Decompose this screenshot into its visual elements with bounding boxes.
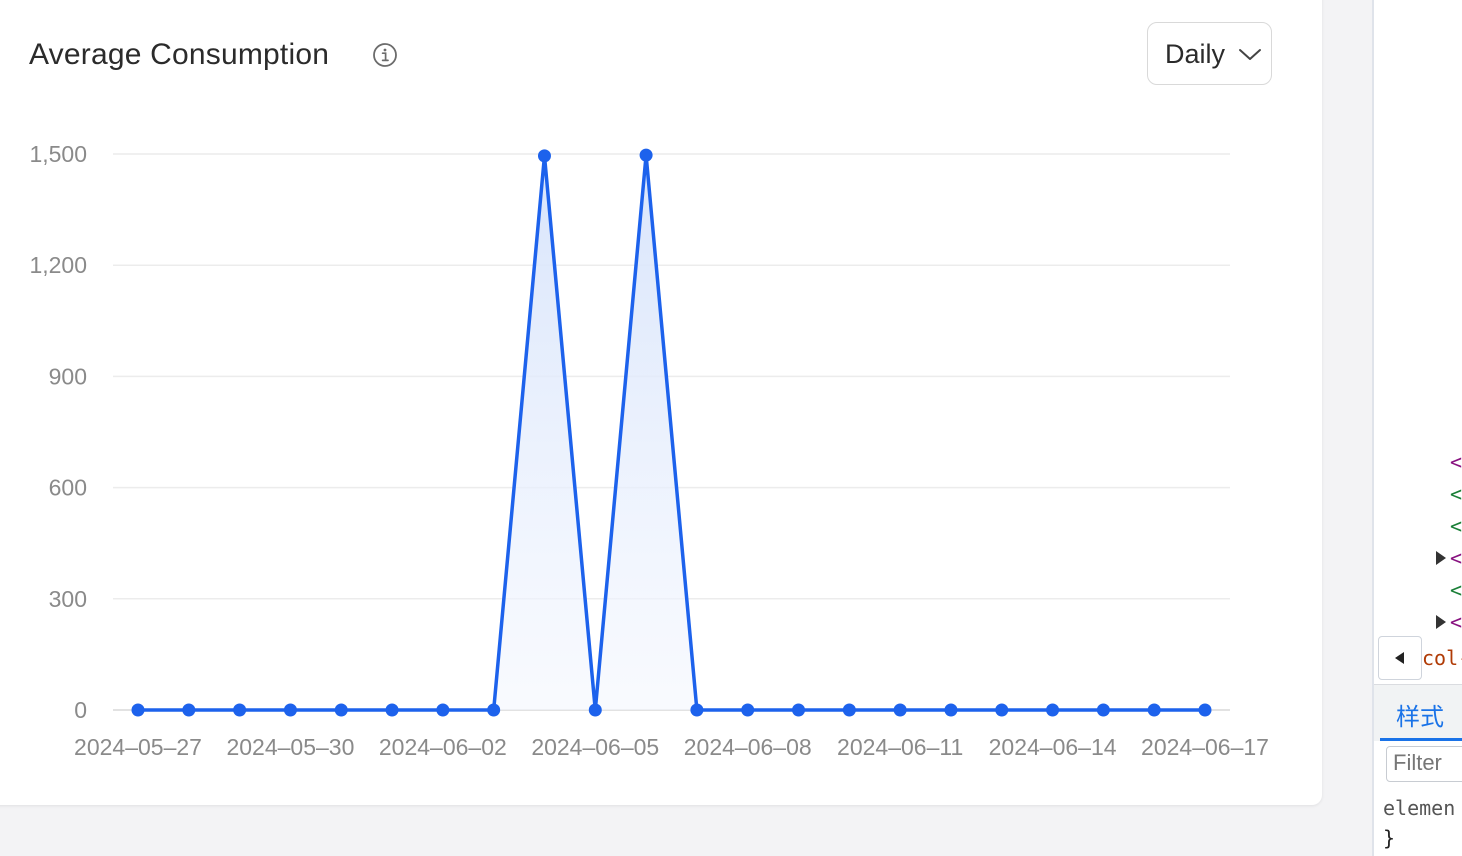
devtools-breadcrumb-class[interactable]: col- bbox=[1422, 646, 1462, 670]
card-title: Average Consumption bbox=[29, 38, 330, 71]
data-point bbox=[182, 703, 196, 717]
tab-styles[interactable]: 样式 bbox=[1380, 685, 1462, 741]
dom-node-line[interactable]: < bbox=[1450, 546, 1462, 570]
series-line-path bbox=[138, 154, 1205, 712]
data-point bbox=[842, 703, 856, 717]
series-line bbox=[138, 154, 1205, 712]
expand-triangle-icon[interactable] bbox=[1436, 551, 1446, 565]
y-tick-label: 1,200 bbox=[29, 252, 87, 278]
data-points bbox=[131, 148, 1212, 717]
data-point bbox=[639, 148, 653, 162]
x-tick-label: 2024–06–02 bbox=[379, 734, 507, 760]
chevron-down-icon bbox=[1239, 49, 1261, 60]
dom-node-line[interactable]: < bbox=[1450, 514, 1462, 538]
devtools-panel: < < < < < < col- 样式 elemen } bbox=[1372, 0, 1462, 856]
y-tick-label: 0 bbox=[74, 697, 87, 723]
data-point bbox=[487, 703, 501, 717]
data-point bbox=[1046, 703, 1060, 717]
tab-styles-label: 样式 bbox=[1396, 703, 1444, 731]
x-axis-ticks: 2024–05–27 2024–05–30 2024–06–02 2024–06–05… bbox=[74, 734, 1269, 760]
filter-input[interactable] bbox=[1387, 747, 1462, 779]
devtools-tab-bar: 样式 bbox=[1374, 684, 1462, 741]
data-point bbox=[233, 703, 247, 717]
element-style-close-brace: } bbox=[1383, 826, 1396, 850]
data-point bbox=[1096, 703, 1110, 717]
data-point bbox=[537, 149, 551, 163]
interval-select[interactable]: Daily bbox=[1147, 22, 1272, 85]
x-tick-label: 2024–06–08 bbox=[684, 734, 812, 760]
x-tick-label: 2024–05–27 bbox=[74, 734, 202, 760]
dom-node-line[interactable]: < bbox=[1450, 610, 1462, 634]
y-axis-ticks: 0 300 600 900 1,200 1,500 bbox=[29, 141, 87, 723]
data-point bbox=[283, 703, 297, 717]
data-point bbox=[436, 703, 450, 717]
x-tick-label: 2024–06–14 bbox=[989, 734, 1117, 760]
data-point bbox=[385, 703, 399, 717]
element-style-selector: elemen bbox=[1383, 796, 1456, 820]
data-point bbox=[893, 703, 907, 717]
y-tick-label: 300 bbox=[49, 586, 87, 612]
x-tick-label: 2024–06–05 bbox=[531, 734, 659, 760]
y-tick-label: 600 bbox=[49, 475, 87, 501]
data-point bbox=[741, 703, 755, 717]
dom-node-line[interactable]: < bbox=[1450, 578, 1462, 602]
interval-select-value: Daily bbox=[1165, 39, 1226, 69]
devtools-sidebar-toggle[interactable] bbox=[1378, 636, 1422, 680]
devtools-filter-field[interactable] bbox=[1386, 746, 1462, 782]
dom-node-line[interactable]: < bbox=[1450, 482, 1462, 506]
dom-node-line[interactable]: < bbox=[1450, 450, 1462, 474]
expand-triangle-icon[interactable] bbox=[1436, 615, 1446, 629]
y-tick-label: 900 bbox=[49, 363, 87, 389]
average-consumption-chart: 0 300 600 900 1,200 1,500 2024–05–27 2024–05–3… bbox=[29, 141, 1269, 760]
data-point bbox=[944, 703, 958, 717]
data-point bbox=[334, 703, 348, 717]
data-point bbox=[1198, 703, 1212, 717]
data-point bbox=[1147, 703, 1161, 717]
caret-left-icon bbox=[1395, 652, 1404, 664]
data-point bbox=[690, 703, 704, 717]
data-point bbox=[131, 703, 145, 717]
data-point bbox=[995, 703, 1009, 717]
y-tick-label: 1,500 bbox=[29, 141, 87, 167]
x-tick-label: 2024–06–11 bbox=[837, 734, 963, 760]
info-icon[interactable] bbox=[372, 42, 398, 68]
data-point bbox=[588, 703, 602, 717]
x-tick-label: 2024–06–17 bbox=[1141, 734, 1269, 760]
data-point bbox=[792, 703, 806, 717]
x-tick-label: 2024–05–30 bbox=[226, 734, 354, 760]
